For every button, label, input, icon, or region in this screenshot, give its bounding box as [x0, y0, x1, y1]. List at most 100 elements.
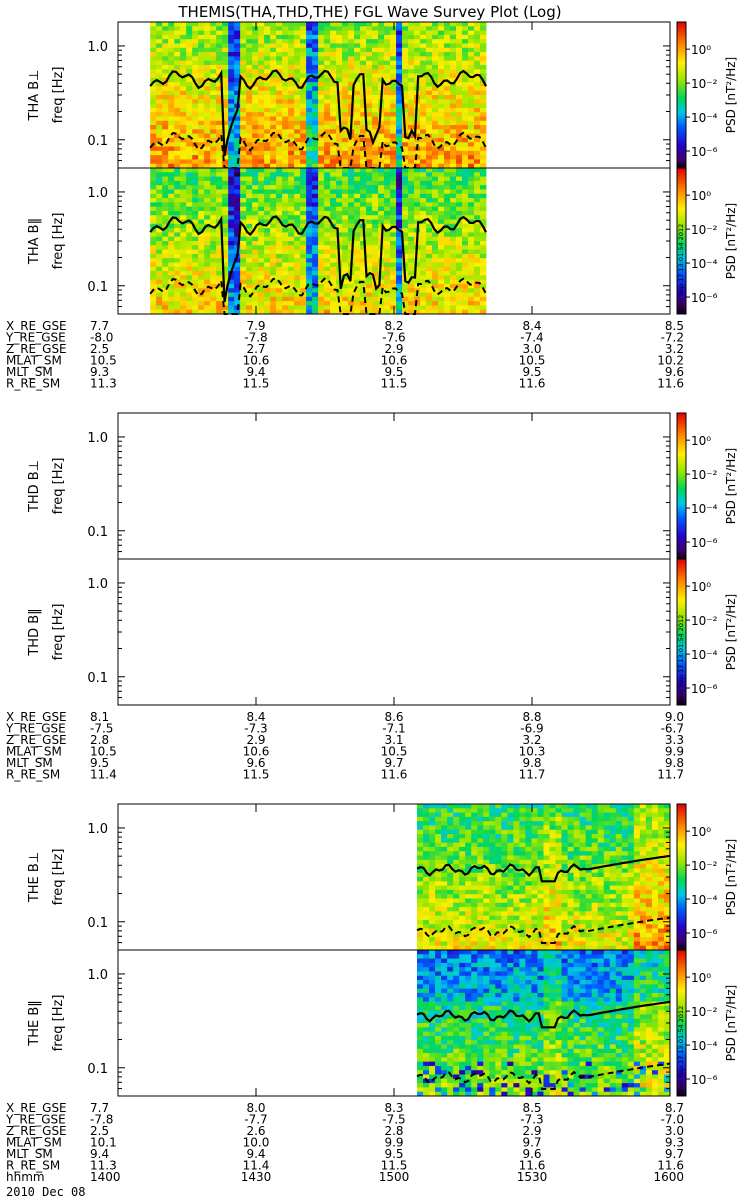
spectrogram-cell [474, 198, 481, 203]
spectrogram-cell [234, 77, 241, 83]
spectrogram-cell [258, 266, 265, 272]
spectrogram-cell [156, 292, 163, 298]
spectrogram-cell [258, 137, 265, 143]
spectrogram-cell [420, 288, 427, 293]
spectrogram-cell [174, 198, 181, 203]
spectrogram-cell [288, 305, 295, 311]
spectrogram-cell [210, 189, 217, 195]
spectrogram-cell [174, 82, 181, 87]
spectrogram-cell [234, 271, 241, 276]
spectrogram-cell [198, 202, 205, 208]
spectrogram-cell [402, 34, 409, 40]
spectrogram-cell [459, 834, 466, 839]
spectrogram-cell [450, 193, 457, 199]
spectrogram-cell [342, 159, 349, 165]
spectrogram-cell [186, 283, 193, 289]
spectrogram-cell [495, 915, 502, 921]
spectrogram-cell [204, 228, 211, 233]
spectrogram-cell [324, 133, 331, 139]
spectrogram-cell [150, 133, 157, 139]
spectrogram-cell [300, 172, 307, 177]
spectrogram-cell [318, 95, 325, 100]
spectrogram-cell [162, 198, 169, 203]
timestamp-stamp: Mon Sep 17 13:01:54 2012 [677, 615, 685, 703]
spectrogram-cell [168, 236, 175, 242]
spectrogram-cell [162, 52, 169, 57]
spectrogram-cell [258, 99, 265, 104]
spectrogram-cell [495, 864, 502, 869]
spectrogram-cell [174, 39, 181, 44]
spectrogram-cell [246, 185, 253, 190]
spectrogram-cell [444, 275, 451, 281]
spectrogram-cell [288, 69, 295, 74]
spectrogram-cell [396, 103, 403, 109]
spectrogram-cell [180, 245, 187, 250]
spectrogram-cell [474, 249, 481, 255]
spectrogram-cell [366, 266, 373, 272]
spectrogram-cell [468, 305, 475, 311]
spectrogram-cell [228, 245, 235, 250]
spectrogram-cell [300, 279, 307, 285]
spectrogram-cell [432, 296, 439, 302]
colorbar [676, 558, 687, 706]
spectrogram-cell [342, 120, 349, 126]
spectrogram-cell [216, 189, 223, 195]
spectrogram-cell [204, 26, 211, 31]
spectrogram-cell [156, 241, 163, 246]
spectrogram-cell [366, 159, 373, 165]
spectrogram-cell [162, 249, 169, 255]
spectrogram-cell [330, 168, 337, 173]
spectrogram-cell [471, 812, 478, 818]
spectrogram-cell [258, 90, 265, 96]
spectrogram-cell [408, 34, 415, 40]
spectrogram-cell [228, 249, 235, 255]
spectrogram-cell [432, 120, 439, 126]
spectrogram-cell [156, 90, 163, 96]
spectrogram-cell [480, 206, 487, 212]
spectrogram-cell [378, 22, 385, 27]
spectrogram-cell [318, 292, 325, 298]
spectrogram-cell [228, 64, 235, 70]
spectrogram-cell [192, 159, 199, 165]
spectrogram-cell [270, 47, 277, 53]
ephem-row-name: R_RE_SM [6, 377, 60, 391]
spectrogram-cell [198, 262, 205, 268]
spectrogram-cell [447, 834, 454, 839]
spectrogram-cell [156, 52, 163, 57]
spectrogram-cell [198, 64, 205, 70]
spectrogram-cell [168, 26, 175, 31]
spectrogram-cell [513, 872, 520, 878]
spectrogram-cell [210, 262, 217, 268]
spectrogram-cell [294, 210, 301, 216]
spectrogram-cell [465, 846, 472, 852]
spectrogram-cell [429, 851, 436, 856]
ephem-value: 8.4 [522, 319, 541, 333]
spectrogram-cell [228, 103, 235, 109]
spectrogram-cell [168, 34, 175, 40]
spectrogram-cell [204, 52, 211, 57]
spectrogram-cell [426, 142, 433, 147]
spectrogram-cell [210, 180, 217, 186]
spectrogram-cell [561, 846, 568, 852]
spectrogram-cell [462, 185, 469, 190]
spectrogram-cell [276, 47, 283, 53]
spectrogram-cell [228, 90, 235, 96]
spectrogram-cell [150, 228, 157, 233]
spectrogram-cell [414, 150, 421, 156]
spectrogram-cell [513, 855, 520, 861]
spectrogram-cell [519, 924, 526, 929]
spectrogram-cell [519, 915, 526, 921]
spectrogram-cell [432, 249, 439, 255]
spectrogram-cell [468, 193, 475, 199]
spectrogram-cell [450, 129, 457, 135]
spectrogram-cell [204, 236, 211, 242]
spectrogram-cell [480, 189, 487, 195]
spectrogram-cell [330, 95, 337, 100]
spectrogram-cell [324, 198, 331, 203]
spectrogram-cell [480, 236, 487, 242]
spectrogram-cell [222, 129, 229, 135]
spectrogram-cell [435, 872, 442, 878]
spectrogram-cell [216, 103, 223, 109]
spectrogram-cell [573, 885, 581, 891]
spectrogram-cell [330, 34, 337, 40]
